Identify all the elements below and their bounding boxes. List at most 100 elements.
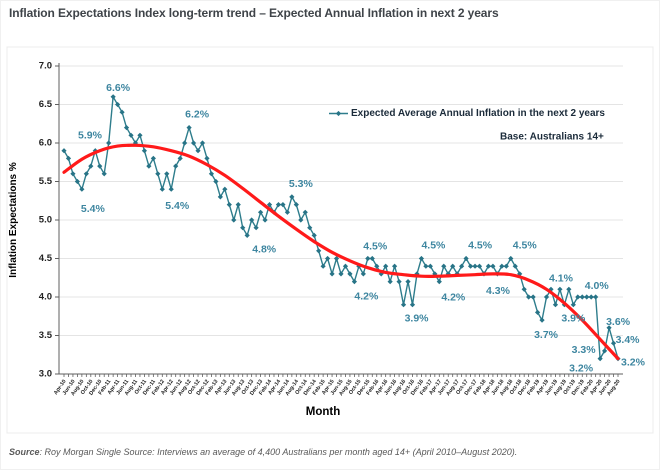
data-label: 4.2% — [441, 292, 466, 304]
series-marker — [423, 263, 429, 269]
series-marker — [244, 232, 250, 238]
data-label: 3.9% — [405, 313, 430, 325]
series-marker — [548, 286, 554, 292]
series-marker — [65, 155, 72, 161]
series-marker — [137, 132, 143, 138]
series-marker — [365, 255, 371, 262]
series-marker — [253, 225, 259, 231]
legend-base-label: Base: Australians 14+ — [500, 132, 604, 143]
data-label: 4.8% — [252, 243, 277, 255]
series-marker — [284, 209, 290, 215]
series-marker — [222, 186, 228, 192]
series-marker — [83, 171, 89, 177]
series-marker — [584, 294, 590, 300]
y-tick-label: 4.0 — [39, 292, 52, 303]
y-tick-label: 6.5 — [39, 99, 53, 110]
chart-panel-border — [6, 46, 654, 434]
series-marker — [409, 302, 416, 308]
series-marker — [534, 309, 541, 315]
series-marker — [512, 263, 518, 269]
series-marker — [231, 217, 237, 223]
data-label: 3.4% — [616, 334, 641, 346]
series-marker — [539, 317, 545, 323]
series-marker — [240, 225, 246, 231]
data-label: 5.3% — [289, 178, 314, 190]
data-label: 4.5% — [513, 240, 538, 252]
series-marker — [146, 163, 152, 169]
series-marker — [597, 356, 603, 362]
series-marker — [405, 279, 411, 285]
data-label: 4.3% — [486, 285, 511, 297]
series-marker — [342, 263, 349, 269]
data-label: 6.6% — [106, 82, 131, 94]
series-marker — [168, 186, 174, 192]
series-marker — [445, 271, 451, 277]
series-marker — [155, 171, 161, 177]
series-marker — [508, 255, 514, 262]
data-label: 4.0% — [585, 280, 610, 292]
series-marker — [159, 186, 165, 192]
source-label: Source — [9, 447, 40, 457]
series-marker — [275, 202, 282, 208]
legend: Expected Average Annual Inflation in the… — [329, 108, 605, 143]
data-label: 5.9% — [78, 130, 103, 142]
y-tick-label: 3.5 — [39, 330, 53, 341]
y-tick-label: 5.5 — [39, 176, 53, 187]
series-marker — [199, 140, 206, 146]
legend-marker-icon — [335, 110, 342, 117]
series-marker — [503, 263, 509, 269]
legend-series-label: Expected Average Annual Inflation in the… — [351, 108, 605, 119]
series-marker — [490, 263, 496, 269]
x-axis-title: Month — [306, 406, 340, 418]
series-marker — [530, 294, 536, 300]
series-marker — [324, 255, 331, 262]
series-marker — [347, 271, 353, 277]
series-marker — [79, 186, 85, 192]
series-marker — [262, 217, 268, 223]
series-marker — [320, 263, 326, 269]
series-marker — [213, 178, 219, 185]
series-marker — [467, 263, 474, 269]
series-marker — [552, 302, 559, 308]
series-marker — [400, 302, 407, 308]
series-marker — [485, 263, 492, 269]
annotations: 5.9% 5.4% 6.6% 5.4% 6.2% 4.8% 5.3% 4.2% 4.5% 3.9%… — [78, 82, 646, 375]
data-label: 3.3% — [572, 344, 597, 356]
data-label: 5.4% — [81, 203, 106, 215]
series-marker — [436, 279, 442, 285]
series-marker — [101, 171, 107, 177]
series-marker — [499, 263, 505, 269]
series-marker — [298, 217, 304, 223]
data-label: 4.5% — [363, 241, 388, 253]
y-tick-label: 4.5 — [39, 253, 53, 264]
source-text: : Roy Morgan Single Source: Interviews a… — [39, 447, 518, 457]
series-marker — [177, 155, 183, 161]
series-marker — [378, 271, 384, 277]
chart-title: Inflation Expectations Index long-term t… — [9, 6, 499, 20]
series-marker — [217, 194, 223, 200]
series-marker — [601, 348, 608, 354]
series-marker — [311, 232, 317, 238]
series-marker — [150, 155, 156, 161]
series-marker — [173, 163, 179, 169]
series-marker — [472, 263, 478, 269]
series-marker — [575, 294, 581, 300]
data-label: 3.2% — [569, 363, 594, 375]
series-marker — [566, 286, 572, 292]
series-marker — [226, 202, 232, 208]
data-label: 3.9% — [561, 313, 586, 325]
series-marker — [195, 148, 201, 154]
series-marker — [182, 140, 188, 146]
series-marker — [392, 263, 398, 269]
series-marker — [329, 271, 335, 277]
series-marker — [517, 271, 523, 277]
series-marker — [593, 294, 599, 300]
series-marker — [383, 263, 389, 269]
series-marker — [61, 148, 67, 154]
series-marker — [351, 279, 358, 285]
series-marker — [141, 148, 148, 154]
series-marker — [396, 279, 402, 285]
y-tick-label: 3.0 — [39, 369, 52, 380]
